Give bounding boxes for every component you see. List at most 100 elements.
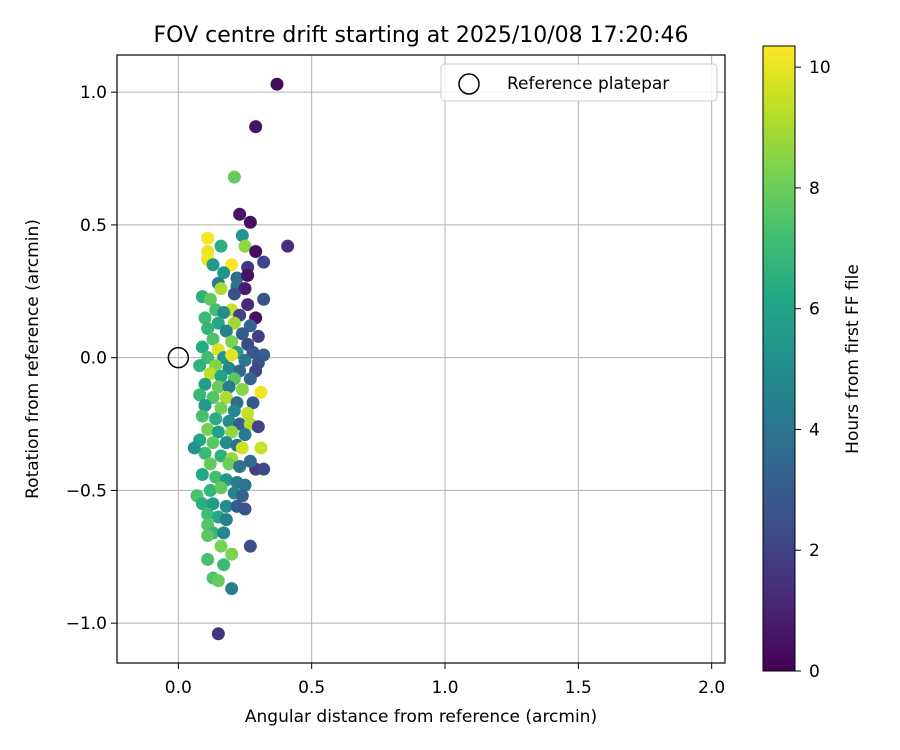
data-point [225, 258, 239, 272]
data-point [249, 120, 263, 134]
data-point [201, 529, 215, 543]
data-point [241, 298, 255, 312]
data-point [206, 390, 220, 404]
data-point [235, 489, 249, 503]
data-point [243, 215, 257, 229]
data-point [211, 574, 225, 588]
data-point [222, 380, 236, 394]
y-tick-label: −0.5 [66, 481, 107, 501]
data-point [214, 282, 228, 296]
x-tick-label: 0.0 [165, 678, 192, 698]
data-point [209, 412, 223, 426]
data-point [201, 321, 215, 335]
data-point [257, 462, 271, 476]
data-point [246, 396, 260, 410]
data-point [211, 316, 225, 330]
data-point [187, 441, 201, 455]
data-point [211, 380, 225, 394]
data-point [238, 282, 252, 296]
data-point [217, 306, 231, 320]
data-point [246, 345, 260, 359]
data-point [219, 499, 233, 513]
data-point [243, 454, 257, 468]
data-point [206, 332, 220, 346]
colorbar [762, 45, 796, 672]
colorbar-tick-label: 0 [809, 662, 820, 682]
data-point [225, 335, 239, 349]
legend-box [440, 63, 718, 102]
data-point [235, 229, 249, 243]
y-tick-label: 0.0 [80, 349, 107, 369]
x-tick-label: 2.0 [698, 678, 725, 698]
data-point [219, 513, 233, 527]
colorbar-tick-label: 6 [809, 300, 820, 320]
data-point [235, 327, 249, 341]
data-point [195, 409, 209, 423]
data-point [214, 449, 228, 463]
data-point [219, 324, 233, 338]
data-point [235, 441, 249, 455]
data-point [203, 367, 217, 381]
data-point [206, 436, 220, 450]
data-point [214, 369, 228, 383]
data-point [222, 457, 236, 471]
data-point [235, 383, 249, 397]
data-point [243, 319, 257, 333]
data-point [238, 478, 252, 492]
data-point [219, 390, 233, 404]
data-point [227, 287, 241, 301]
plot-frame [116, 54, 726, 664]
data-point [198, 446, 212, 460]
data-point [225, 425, 239, 439]
data-point [195, 497, 209, 511]
legend: Reference platepar [440, 63, 718, 102]
data-point [257, 292, 271, 306]
data-point [211, 627, 225, 641]
x-tick-label: 0.5 [298, 678, 325, 698]
colorbar-label: Hours from first FF file [843, 264, 863, 454]
data-point [217, 558, 231, 572]
data-point [203, 483, 217, 497]
data-point [206, 258, 220, 272]
data-point [254, 441, 268, 455]
y-tick-label: −1.0 [66, 614, 107, 634]
data-point [222, 414, 236, 428]
colorbar-tick-label: 10 [809, 58, 831, 78]
colorbar-tick-label: 8 [809, 179, 820, 199]
x-axis-label: Angular distance from reference (arcmin) [245, 707, 597, 727]
data-point [225, 582, 239, 596]
data-point [193, 388, 207, 402]
data-point [233, 207, 247, 221]
data-point [201, 507, 215, 521]
data-point [238, 239, 252, 253]
data-point [214, 239, 228, 253]
data-point [238, 353, 252, 367]
y-tick-label: 1.0 [80, 83, 107, 103]
chart-title: FOV centre drift starting at 2025/10/08 … [154, 23, 689, 48]
data-point [222, 361, 236, 375]
data-point [209, 470, 223, 484]
data-point [227, 404, 241, 418]
reference-marker [167, 346, 190, 369]
data-point [211, 425, 225, 439]
data-point [201, 422, 215, 436]
data-point [201, 231, 215, 245]
data-point [270, 77, 284, 91]
data-point [201, 351, 215, 365]
data-point [214, 481, 228, 495]
colorbar-tick-label: 2 [809, 541, 820, 561]
data-point [201, 552, 215, 566]
data-point [214, 539, 228, 553]
data-point [241, 268, 255, 282]
legend-label: Reference platepar [507, 74, 669, 94]
data-point [219, 436, 233, 450]
data-point [195, 467, 209, 481]
data-points [187, 77, 295, 641]
data-point [225, 348, 239, 362]
colorbar-tick-label: 4 [809, 420, 820, 440]
data-point [198, 398, 212, 412]
data-point [254, 385, 268, 399]
data-point [243, 539, 257, 553]
y-tick-label: 0.5 [80, 216, 107, 236]
data-point [193, 359, 207, 373]
